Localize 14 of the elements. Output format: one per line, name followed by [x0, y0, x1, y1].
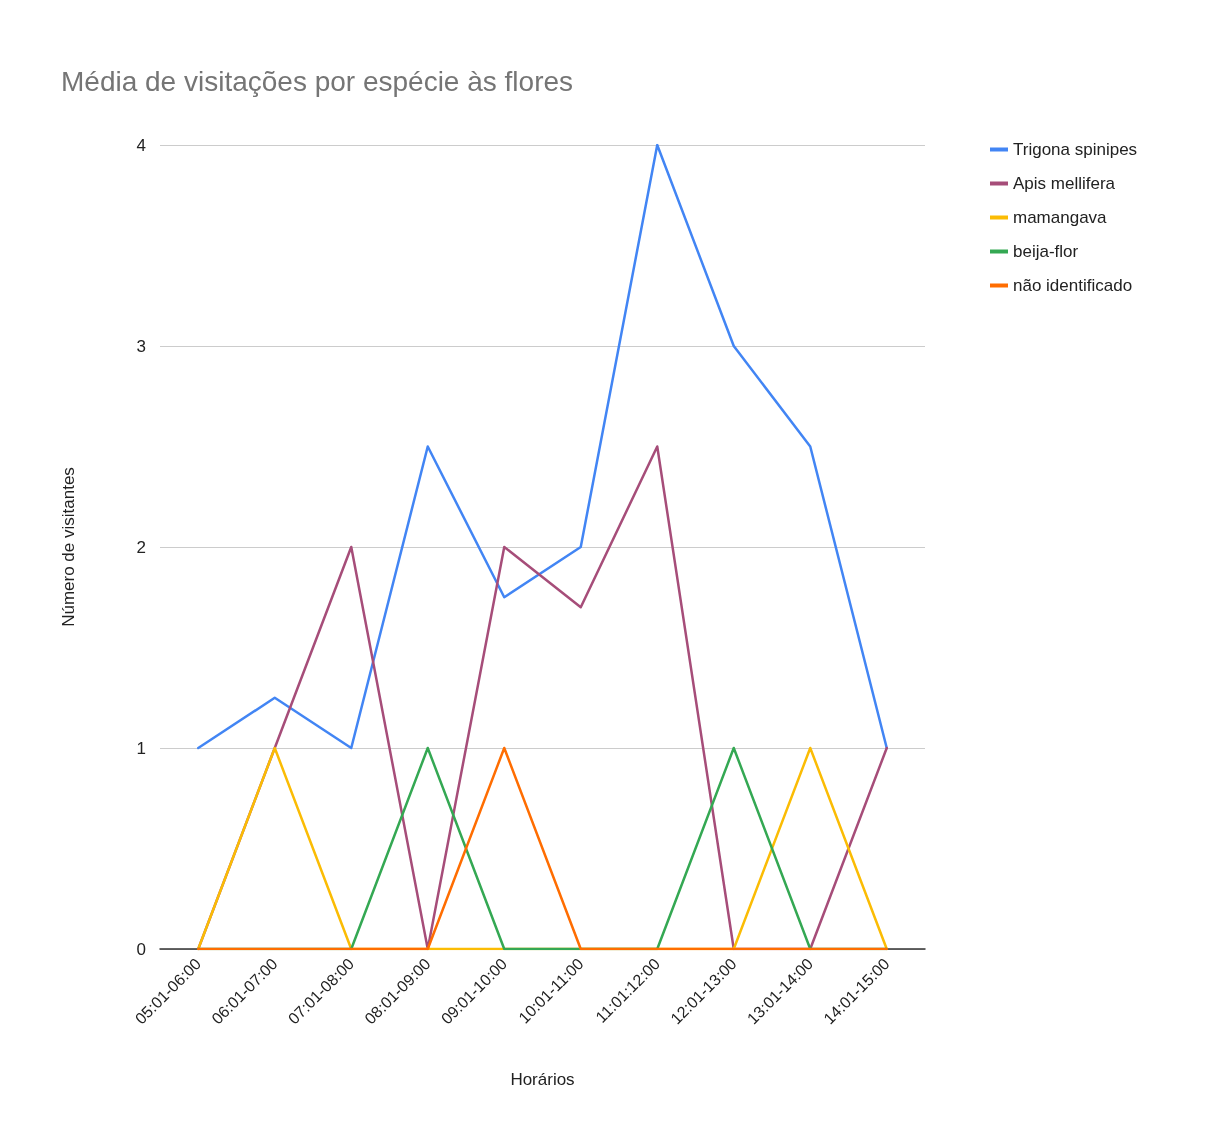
y-axis-title: Número de visitantes	[59, 467, 78, 627]
legend-label: Apis mellifera	[1013, 174, 1116, 193]
legend-label: beija-flor	[1013, 242, 1079, 261]
legend-label: não identificado	[1013, 276, 1133, 295]
x-axis-title: Horários	[510, 1070, 575, 1089]
y-tick-label: 4	[136, 135, 146, 155]
legend-label: mamangava	[1013, 208, 1108, 227]
legend-label: Trigona spinipes	[1013, 140, 1138, 159]
y-tick-label: 3	[136, 336, 146, 356]
line-series	[197, 143, 888, 750]
y-tick-label: 2	[136, 537, 146, 557]
chart-title: Média de visitações por espécie às flores	[61, 65, 574, 97]
y-tick-label: 1	[136, 738, 146, 758]
y-tick-label: 0	[136, 939, 146, 959]
